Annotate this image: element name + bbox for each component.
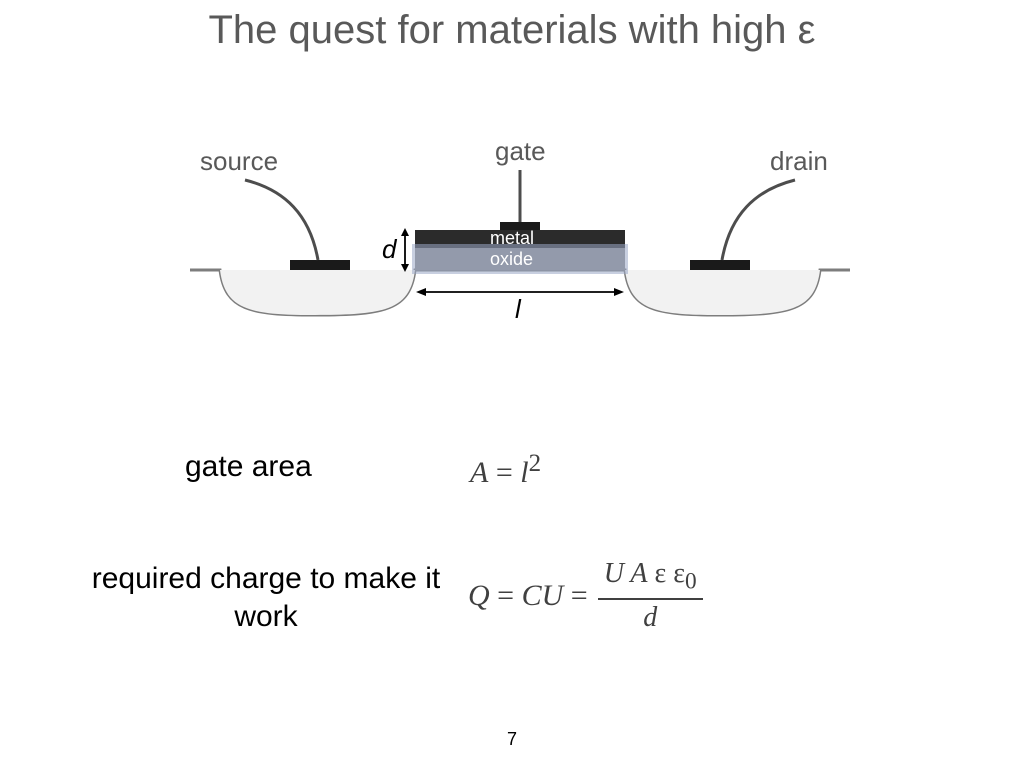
svg-text:d: d [382,234,398,264]
equation-charge: Q = CU = U A ε ε0 d [468,558,703,634]
drain-label: drain [770,146,828,176]
dimension-l: l [416,288,624,324]
page-number: 7 [0,729,1024,750]
mosfet-diagram: source gate drain metal oxide d l [190,130,850,350]
source-contact [290,260,350,270]
source-wire [245,180,318,260]
gate-area-label: gate area [185,450,312,484]
slide-title: The quest for materials with high ε [0,8,1024,53]
equation-charge-lhs: Q = CU = [468,579,588,613]
equation-charge-denominator: d [598,600,703,634]
dimension-d: d [382,228,409,272]
well-right-fill [625,270,820,315]
oxide-text: oxide [490,249,533,269]
well-left-fill [220,270,415,315]
equation-gate-area: A = l2 [470,450,541,490]
drain-wire [722,180,795,260]
gate-label: gate [495,136,546,166]
equation-charge-fraction: U A ε ε0 d [598,558,703,634]
drain-contact [690,260,750,270]
metal-text: metal [490,228,534,248]
required-charge-label: required charge to make it work [76,560,456,635]
source-label: source [200,146,278,176]
svg-text:l: l [515,294,522,324]
equation-charge-numerator: U A ε ε0 [598,558,703,600]
